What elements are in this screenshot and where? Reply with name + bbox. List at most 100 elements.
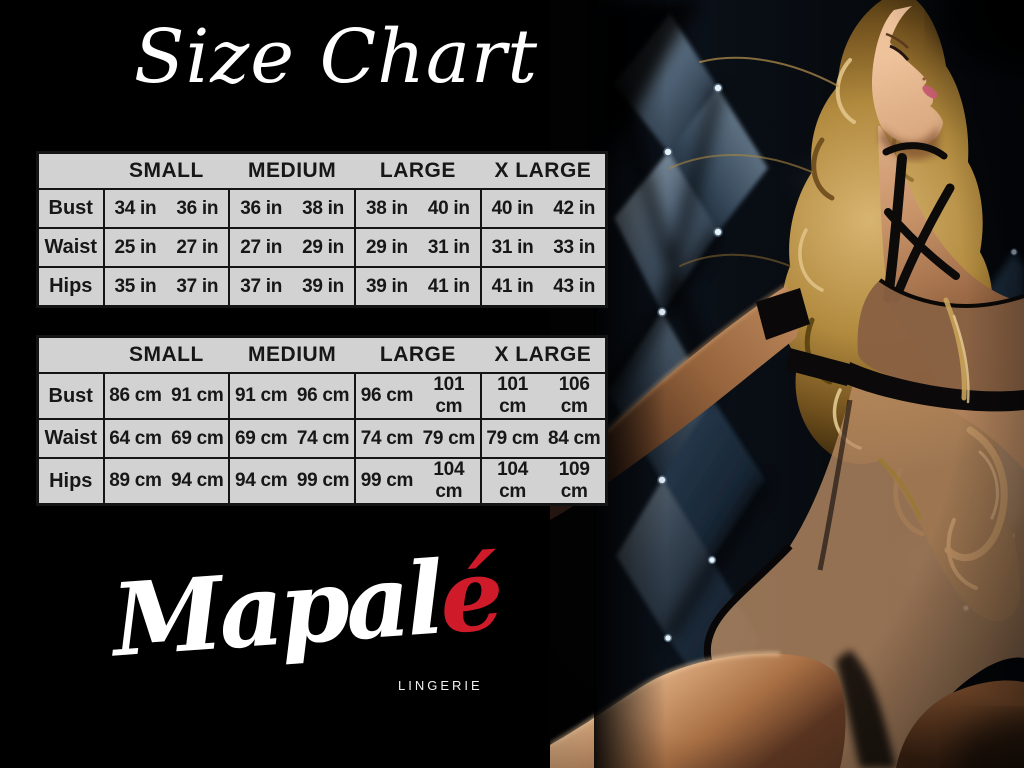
- size-value: 69 cm: [235, 427, 288, 449]
- size-value: 40 in: [427, 197, 470, 219]
- measurement-label: Hips: [36, 266, 105, 308]
- size-range-pair: 39 in 41 in: [356, 268, 480, 305]
- size-range-pair: 34 in 36 in: [105, 190, 229, 227]
- size-range-pair: 99 cm 104 cm: [356, 459, 480, 503]
- measurement-row: Waist 25 in 27 in 27 in 29 in 29 in 31 in 31 in…: [36, 227, 608, 268]
- size-header-row: SMALL MEDIUM LARGE X LARGE: [37, 152, 607, 190]
- corner-cell: [37, 152, 104, 190]
- size-range-cell: 74 cm 79 cm: [354, 418, 482, 459]
- size-range-pair: 35 in 37 in: [105, 268, 229, 305]
- size-value: 91 cm: [171, 385, 224, 406]
- size-header-row: SMALL MEDIUM LARGE X LARGE: [37, 336, 607, 374]
- size-value: 33 in: [553, 236, 596, 258]
- brand-name: Mapal: [108, 538, 445, 680]
- corner-cell: [37, 336, 104, 374]
- size-value: 25 in: [114, 236, 157, 258]
- size-value: 79 cm: [486, 427, 539, 449]
- size-value: 37 in: [240, 275, 283, 297]
- size-column-header: X LARGE: [480, 336, 607, 374]
- size-range-cell: 41 in 43 in: [479, 266, 608, 308]
- measurement-label: Bust: [36, 188, 105, 229]
- size-range-pair: 69 cm 74 cm: [230, 420, 354, 457]
- size-range-cell: 104 cm 109 cm: [479, 457, 608, 506]
- size-value: 29 in: [366, 236, 408, 258]
- size-value: 31 in: [427, 236, 470, 258]
- size-value: 74 cm: [296, 427, 350, 449]
- model-photo: [550, 0, 1024, 768]
- size-range-pair: 101 cm 106 cm: [482, 374, 605, 418]
- size-range-pair: 41 in 43 in: [482, 268, 605, 305]
- measurement-label: Hips: [36, 457, 105, 506]
- measurement-row: Waist 64 cm 69 cm 69 cm 74 cm 74 cm 79 cm 79 cm…: [36, 418, 608, 459]
- size-range-pair: 31 in 33 in: [482, 229, 605, 266]
- size-range-cell: 96 cm 101 cm: [354, 372, 482, 420]
- size-range-cell: 101 cm 106 cm: [479, 372, 608, 420]
- size-range-cell: 79 cm 84 cm: [479, 418, 608, 459]
- size-value: 40 in: [491, 197, 534, 219]
- size-column-header: LARGE: [355, 152, 481, 190]
- size-value: 101 cm: [497, 374, 528, 417]
- size-range-pair: 38 in 40 in: [356, 190, 480, 227]
- size-range-pair: 37 in 39 in: [230, 268, 354, 305]
- measurement-row: Hips 35 in 37 in 37 in 39 in 39 in 41 in 41 in 4…: [36, 266, 608, 308]
- size-value: 101 cm: [433, 374, 465, 417]
- size-value: 74 cm: [360, 427, 414, 449]
- size-value: 64 cm: [109, 427, 162, 449]
- corner-shadow-top-right: [940, 0, 1024, 70]
- size-range-pair: 86 cm 91 cm: [105, 374, 229, 418]
- size-value: 106 cm: [558, 374, 590, 417]
- size-range-cell: 69 cm 74 cm: [228, 418, 356, 459]
- size-range-cell: 89 cm 94 cm: [102, 457, 231, 506]
- size-range-cell: 94 cm 99 cm: [228, 457, 356, 506]
- size-range-cell: 25 in 27 in: [102, 227, 231, 268]
- size-value: 36 in: [176, 197, 219, 219]
- size-column-header: LARGE: [355, 336, 481, 374]
- size-range-pair: 91 cm 96 cm: [230, 374, 354, 418]
- size-range-cell: 99 cm 104 cm: [354, 457, 482, 506]
- size-value: 91 cm: [235, 385, 288, 406]
- size-range-pair: 27 in 29 in: [230, 229, 354, 266]
- brand-tagline: LINGERIE: [398, 678, 483, 693]
- page-title: Size Chart: [133, 14, 539, 100]
- size-value: 39 in: [366, 275, 408, 297]
- size-range-cell: 91 cm 96 cm: [228, 372, 356, 420]
- measurement-row: Bust 34 in 36 in 36 in 38 in 38 in 40 in 40 in 4…: [36, 188, 608, 229]
- size-value: 36 in: [240, 197, 283, 219]
- brand-name-accent: é: [435, 534, 504, 657]
- size-value: 94 cm: [235, 470, 288, 491]
- size-value: 109 cm: [558, 459, 590, 502]
- size-range-cell: 29 in 31 in: [354, 227, 482, 268]
- size-range-pair: 74 cm 79 cm: [356, 420, 480, 457]
- size-range-cell: 27 in 29 in: [228, 227, 356, 268]
- measurement-label: Waist: [36, 227, 105, 268]
- size-range-cell: 64 cm 69 cm: [102, 418, 231, 459]
- size-value: 41 in: [491, 275, 534, 297]
- size-value: 29 in: [302, 236, 344, 258]
- size-value: 99 cm: [296, 470, 350, 491]
- chart-panel: Size Chart SMALL MEDIUM LARGE X LARGE Bust 34…: [0, 14, 615, 693]
- size-value: 94 cm: [171, 470, 224, 491]
- size-range-cell: 38 in 40 in: [354, 188, 482, 229]
- size-range-cell: 31 in 33 in: [479, 227, 608, 268]
- size-value: 37 in: [176, 275, 219, 297]
- size-range-pair: 29 in 31 in: [356, 229, 480, 266]
- size-range-cell: 40 in 42 in: [479, 188, 608, 229]
- size-value: 99 cm: [360, 470, 414, 491]
- size-value: 34 in: [114, 197, 157, 219]
- size-range-cell: 35 in 37 in: [102, 266, 231, 308]
- size-column-header: SMALL: [103, 336, 230, 374]
- size-value: 27 in: [240, 236, 283, 258]
- size-range-cell: 39 in 41 in: [354, 266, 482, 308]
- size-value: 86 cm: [109, 385, 162, 406]
- measurement-row: Hips 89 cm 94 cm 94 cm 99 cm 99 cm 104 cm 104 c…: [36, 457, 608, 506]
- size-table-inches: SMALL MEDIUM LARGE X LARGE Bust 34 in 36 in 36 …: [36, 151, 608, 308]
- size-range-pair: 89 cm 94 cm: [105, 459, 229, 503]
- size-value: 96 cm: [296, 385, 350, 406]
- size-range-cell: 34 in 36 in: [102, 188, 231, 229]
- brand-logo: Mapalé: [0, 527, 615, 687]
- measurement-label: Bust: [36, 372, 105, 420]
- size-range-pair: 94 cm 99 cm: [230, 459, 354, 503]
- size-value: 96 cm: [360, 385, 414, 406]
- size-value: 69 cm: [171, 427, 224, 449]
- size-range-pair: 79 cm 84 cm: [482, 420, 605, 457]
